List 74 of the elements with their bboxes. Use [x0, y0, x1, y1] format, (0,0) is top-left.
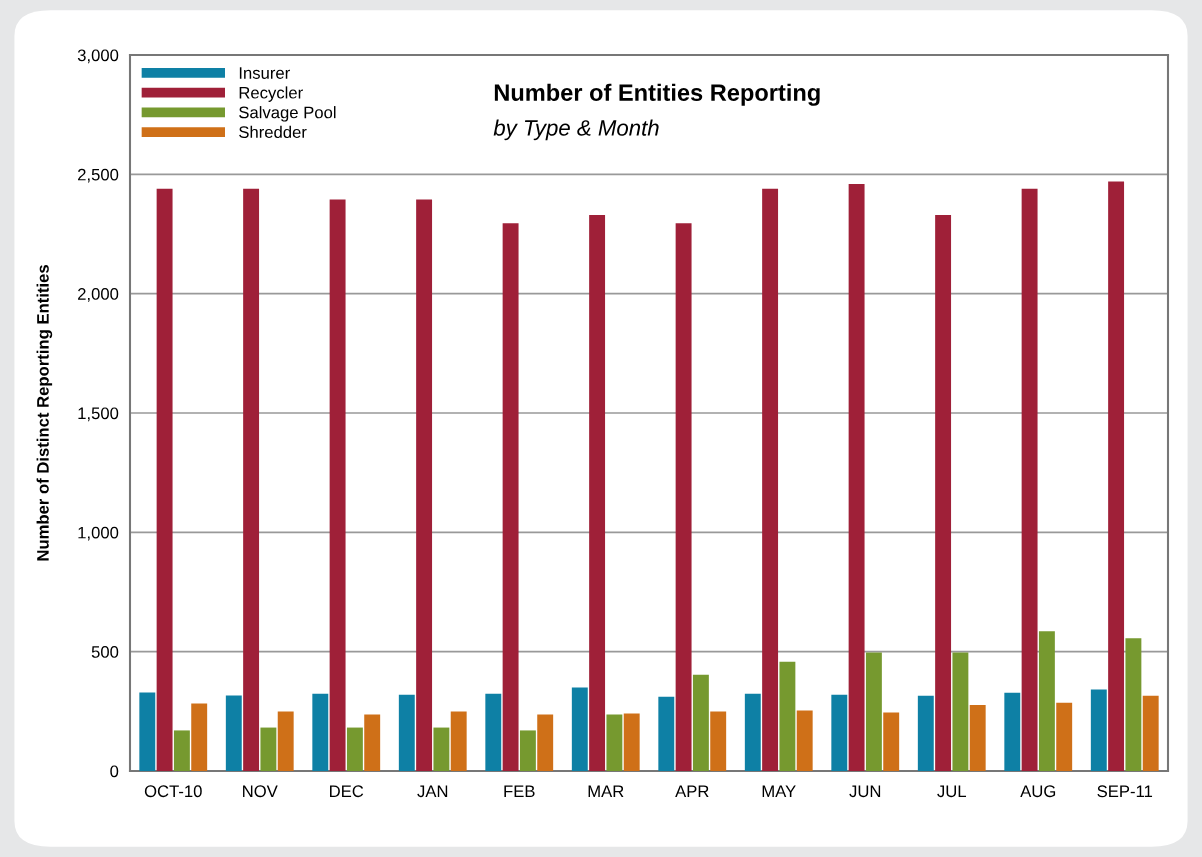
bar [762, 188, 779, 771]
bar [346, 727, 363, 771]
bar [260, 727, 277, 771]
bar [485, 693, 502, 771]
bar [744, 693, 761, 771]
text: Number of Entities Reporting [494, 83, 820, 106]
bar [952, 652, 969, 771]
bar [675, 223, 692, 771]
bar [1038, 631, 1055, 771]
legend-label: Recycler [239, 86, 303, 102]
x-tick-label: JUN [849, 785, 881, 798]
bar [173, 730, 190, 771]
x-tick-label: FEB [504, 785, 535, 797]
bar [935, 214, 952, 771]
bar [848, 183, 865, 771]
bar [519, 730, 536, 771]
bar [191, 703, 208, 771]
bar [1090, 689, 1107, 771]
bar [312, 693, 329, 771]
legend-label: Salvage Pool [239, 106, 336, 122]
bar [398, 694, 415, 771]
bar [692, 674, 709, 771]
x-tick-label: NOV [243, 785, 278, 798]
x-tick-label: JUL [937, 785, 967, 798]
bar [658, 696, 675, 771]
bar [139, 692, 156, 771]
bar [1004, 692, 1021, 771]
x-tick-label: APR [675, 785, 709, 797]
y-tick-label: 500 [91, 646, 119, 658]
y-tick-label: 2,500 [78, 168, 119, 183]
x-tick-label: DEC [330, 785, 364, 798]
bar [243, 188, 260, 771]
bar [433, 727, 450, 771]
bar [364, 714, 381, 771]
bar [883, 712, 900, 771]
y-tick-label: 2,000 [78, 288, 119, 302]
bar [225, 695, 242, 771]
bar [865, 652, 882, 771]
bar [623, 713, 640, 771]
x-tick-label: SEP-11 [1097, 785, 1153, 798]
bar [779, 661, 796, 771]
x-tick-label: AUG [1020, 785, 1056, 798]
bar [537, 714, 554, 771]
bar [606, 714, 623, 771]
legend-label: Shredder [239, 125, 307, 139]
x-tick-label: MAR [588, 785, 624, 797]
bar [450, 711, 467, 771]
bar [502, 223, 519, 771]
bar [796, 710, 813, 771]
bar [1021, 188, 1038, 771]
bar [416, 199, 433, 771]
bar [917, 695, 934, 771]
bar [589, 214, 606, 771]
x-tick-label: MAY [762, 785, 796, 797]
bar [1108, 181, 1125, 771]
x-tick-label: OCT-10 [144, 785, 202, 798]
legend-label: Insurer [239, 67, 290, 79]
bar [1125, 638, 1142, 771]
bar [329, 199, 346, 771]
y-axis-title: Number of Distinct Reporting Entities [36, 265, 53, 561]
bar [969, 704, 986, 771]
bar [156, 188, 173, 771]
y-tick-label: 3,000 [77, 49, 119, 64]
bar [1056, 702, 1073, 771]
bar [710, 711, 727, 771]
bar [571, 687, 588, 771]
bar [1142, 695, 1159, 771]
y-tick-label: 0 [110, 765, 119, 778]
text: by Type & Month [493, 119, 659, 141]
bar [277, 711, 294, 771]
y-tick-label: 1,500 [78, 407, 119, 422]
y-tick-label: 1,000 [78, 526, 119, 541]
x-tick-label: JAN [417, 785, 448, 798]
bar [831, 694, 848, 771]
